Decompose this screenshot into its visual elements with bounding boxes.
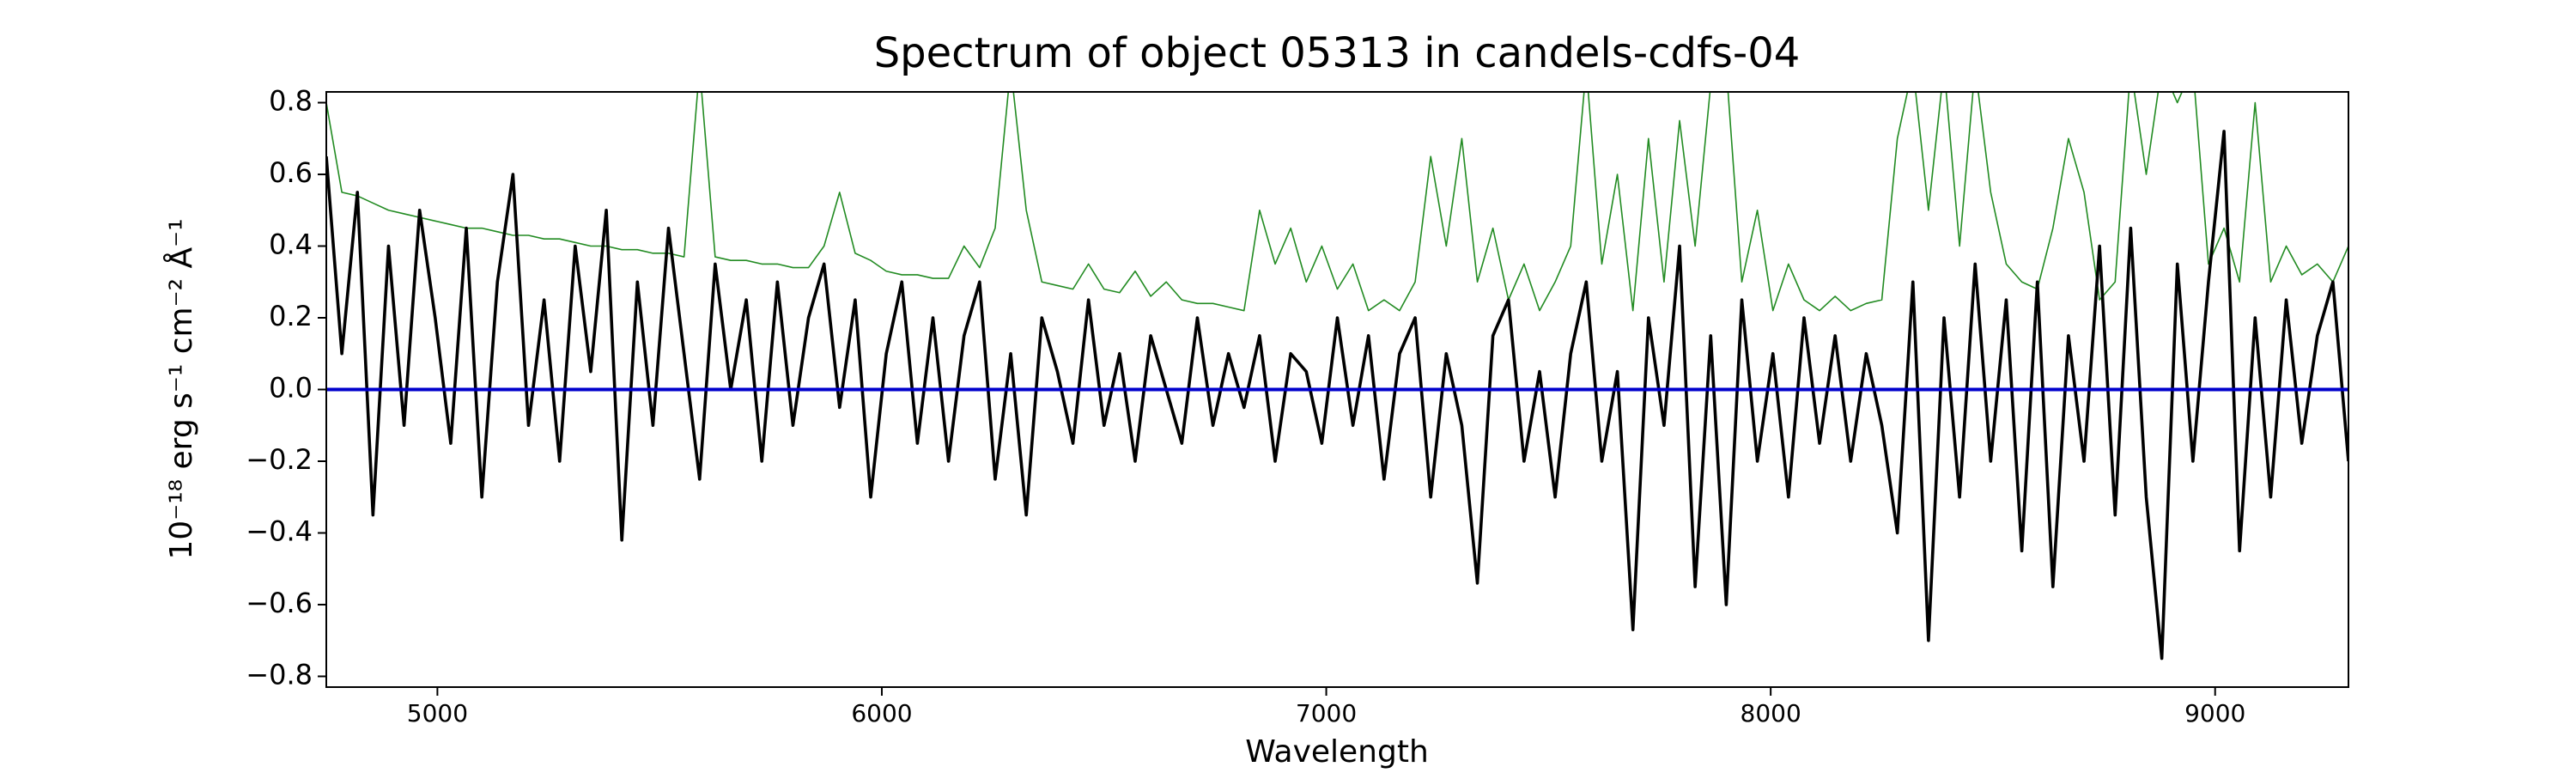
y-tick-label: 0.6 (269, 156, 313, 189)
y-tick-label: 0.2 (269, 300, 313, 332)
y-tick-label: −0.4 (246, 514, 313, 547)
y-tick-label: 0.0 (269, 372, 313, 405)
x-axis-label: Wavelength (1245, 734, 1429, 770)
y-tick-label: −0.6 (246, 587, 313, 619)
spectrum-line (326, 130, 2348, 660)
spectrum-line (326, 92, 2348, 312)
y-tick-label: −0.2 (246, 443, 313, 476)
y-axis-label: 10⁻¹⁸ erg s⁻¹ cm⁻² Å⁻¹ (162, 218, 199, 559)
x-tick-label: 9000 (2184, 699, 2245, 727)
y-tick-label: −0.8 (246, 658, 313, 691)
plot-area (326, 92, 2348, 660)
y-tick-label: 0.4 (269, 228, 313, 261)
x-tick-label: 5000 (407, 699, 468, 727)
x-tick-label: 6000 (851, 699, 912, 727)
chart-title: Spectrum of object 05313 in candels-cdfs… (874, 29, 1801, 77)
x-tick-label: 7000 (1296, 699, 1357, 727)
y-tick-label: 0.8 (269, 85, 313, 118)
x-tick-label: 8000 (1741, 699, 1801, 727)
